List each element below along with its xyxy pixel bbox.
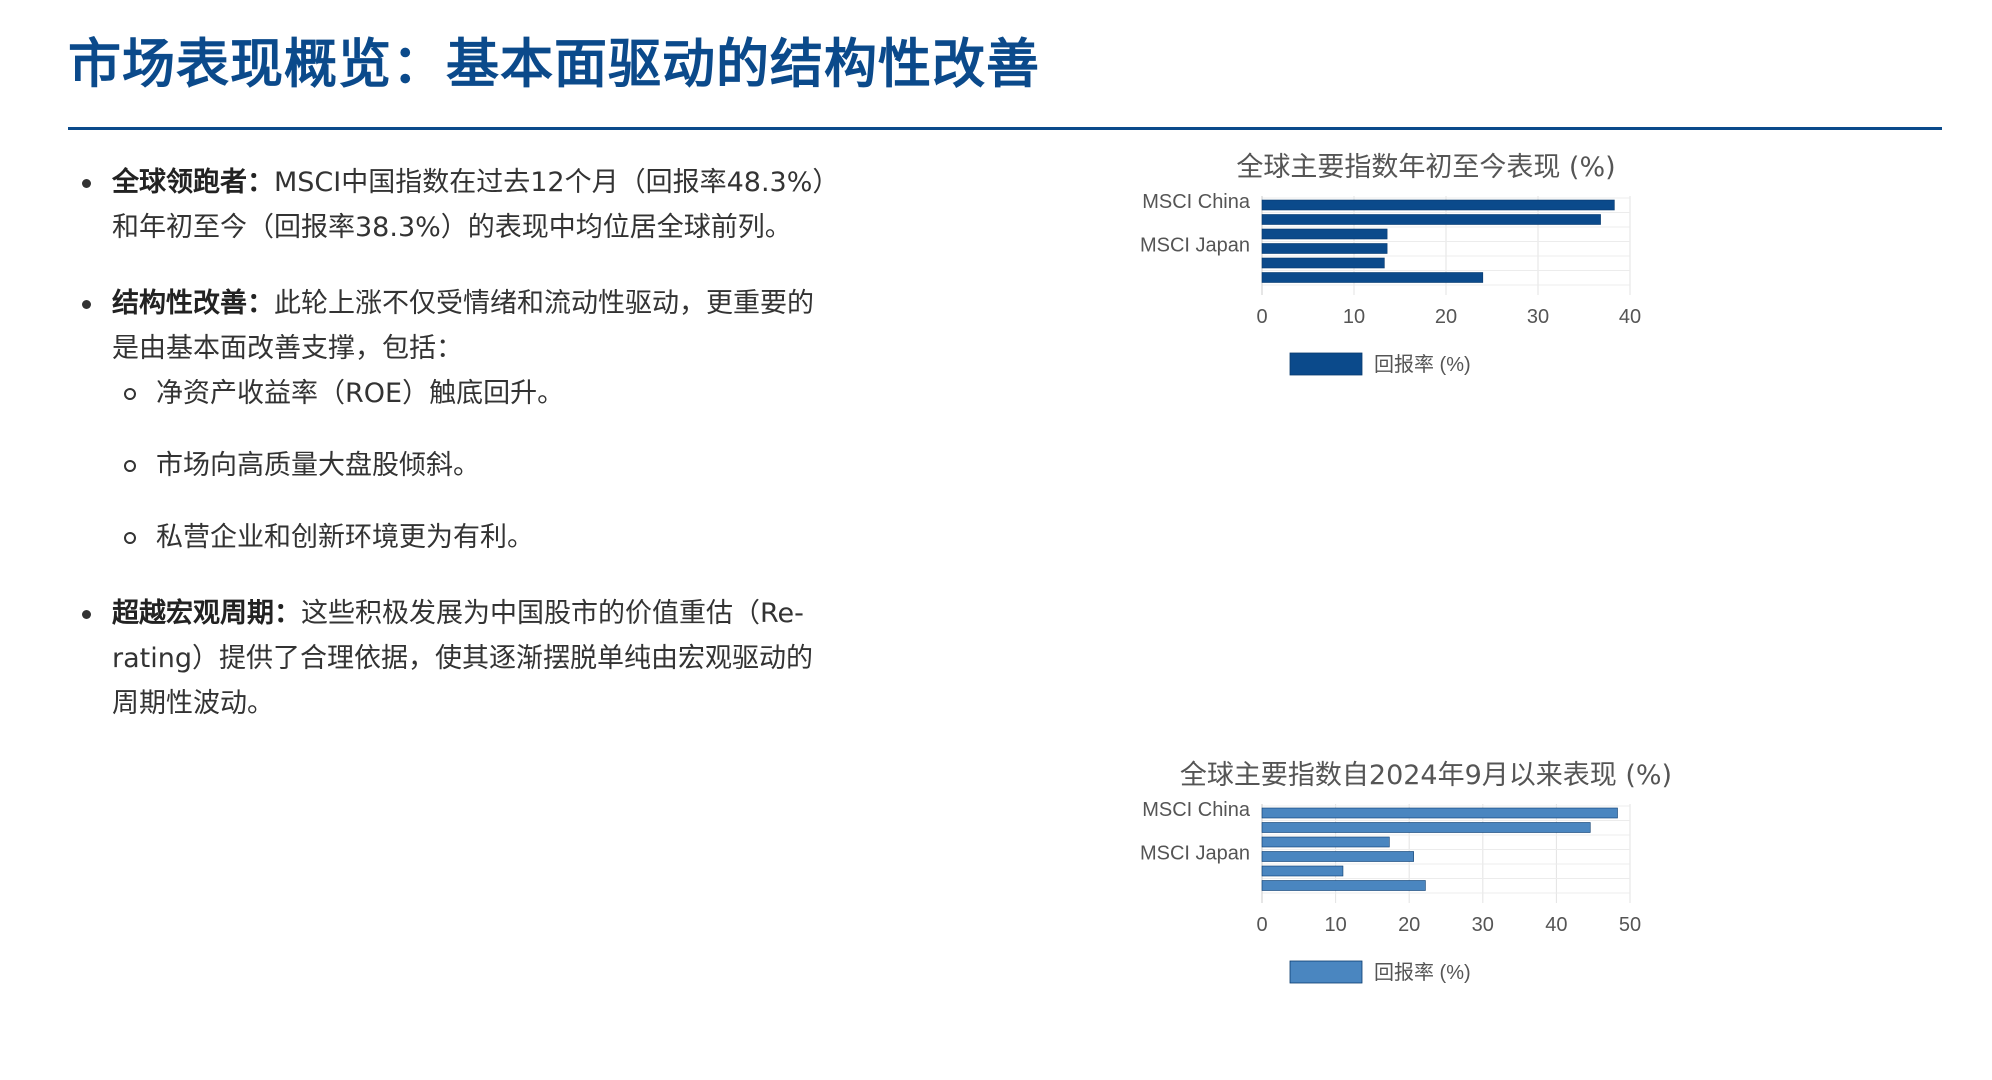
bar [1261, 851, 1414, 862]
y-category-label: MSCI Japan [1140, 235, 1250, 257]
legend-label: 回报率 (%) [1374, 353, 1471, 376]
x-tick-label: 40 [1545, 914, 1567, 936]
y-category-label: MSCI Japan [1140, 843, 1250, 865]
slide-title: 市场表现概览：基本面驱动的结构性改善 [68, 34, 1040, 95]
bullet-text: 此轮上涨不仅受情绪和流动性驱动，更重要的是由基本面改善支撑，包括： [112, 288, 814, 364]
bullet-label: 全球领跑者： [112, 167, 274, 198]
bullet-list: 全球领跑者：MSCI中国指数在过去12个月（回报率48.3%）和年初至今（回报率… [78, 160, 828, 757]
since-sep-chart-svg: 全球主要指数自2024年9月以来表现 (%) 0 10 20 30 40 50 MSCI Ch… [1140, 760, 1670, 984]
sub-bullet-list: 净资产收益率（ROE）触底回升。 市场向高质量大盘股倾斜。 私营企业和创新环境更… [112, 371, 828, 560]
x-tick-label: 0 [1256, 306, 1267, 328]
bar [1261, 272, 1484, 283]
legend-swatch [1289, 960, 1363, 984]
bar [1261, 880, 1426, 891]
x-tick-label: 30 [1472, 914, 1494, 936]
bullet-label: 结构性改善： [112, 288, 274, 319]
y-category-label: MSCI China [1142, 191, 1251, 213]
bullet-text: MSCI中国指数在过去12个月（回报率48.3%）和年初至今（回报率38.3%）… [112, 167, 826, 243]
x-tick-label: 50 [1619, 914, 1641, 936]
x-tick-label: 0 [1256, 914, 1267, 936]
sub-bullet-roe: 净资产收益率（ROE）触底回升。 [112, 371, 828, 416]
x-tick-label: 10 [1343, 306, 1365, 328]
bar [1261, 807, 1618, 819]
bullet-beyond-macro: 超越宏观周期：这些积极发展为中国股市的价值重估（Re-rating）提供了合理依… [78, 591, 828, 726]
x-tick-label: 30 [1527, 306, 1549, 328]
bullet-text: 这些积极发展为中国股市的价值重估（Re-rating）提供了合理依据，使其逐渐摆… [112, 598, 813, 719]
bar [1261, 257, 1385, 269]
bullet-global-leader: 全球领跑者：MSCI中国指数在过去12个月（回报率48.3%）和年初至今（回报率… [78, 160, 828, 250]
since-sep-2024-chart: 全球主要指数自2024年9月以来表现 (%) 0 10 20 30 40 50 MSCI Ch… [1070, 748, 1670, 1008]
sub-bullet-private-enterprise: 私营企业和创新环境更为有利。 [112, 515, 828, 560]
bar [1261, 214, 1601, 225]
x-tick-label: 20 [1435, 306, 1457, 328]
ytd-chart-svg: 全球主要指数年初至今表现 (%) 0 10 20 30 40 MSCI China MSCI … [1140, 152, 1641, 376]
ytd-performance-chart: 全球主要指数年初至今表现 (%) 0 10 20 30 40 MSCI China MSCI … [1070, 140, 1670, 400]
title-divider [68, 127, 1942, 130]
x-tick-label: 40 [1619, 306, 1641, 328]
bar [1261, 199, 1615, 211]
bar [1261, 228, 1388, 240]
bar [1261, 243, 1388, 254]
bar [1261, 822, 1591, 833]
sub-bullet-large-cap: 市场向高质量大盘股倾斜。 [112, 443, 828, 488]
x-tick-label: 20 [1398, 914, 1420, 936]
legend-swatch [1289, 352, 1363, 376]
y-category-label: MSCI China [1142, 799, 1251, 821]
chart-title: 全球主要指数自2024年9月以来表现 (%) [1180, 760, 1670, 791]
bar [1261, 836, 1390, 848]
x-tick-label: 10 [1324, 914, 1346, 936]
bullet-structural-improvement: 结构性改善：此轮上涨不仅受情绪和流动性驱动，更重要的是由基本面改善支撑，包括： … [78, 281, 828, 560]
chart-title: 全球主要指数年初至今表现 (%) [1236, 152, 1615, 183]
bar [1261, 865, 1344, 877]
bullet-label: 超越宏观周期： [112, 598, 301, 629]
legend-label: 回报率 (%) [1374, 961, 1471, 984]
